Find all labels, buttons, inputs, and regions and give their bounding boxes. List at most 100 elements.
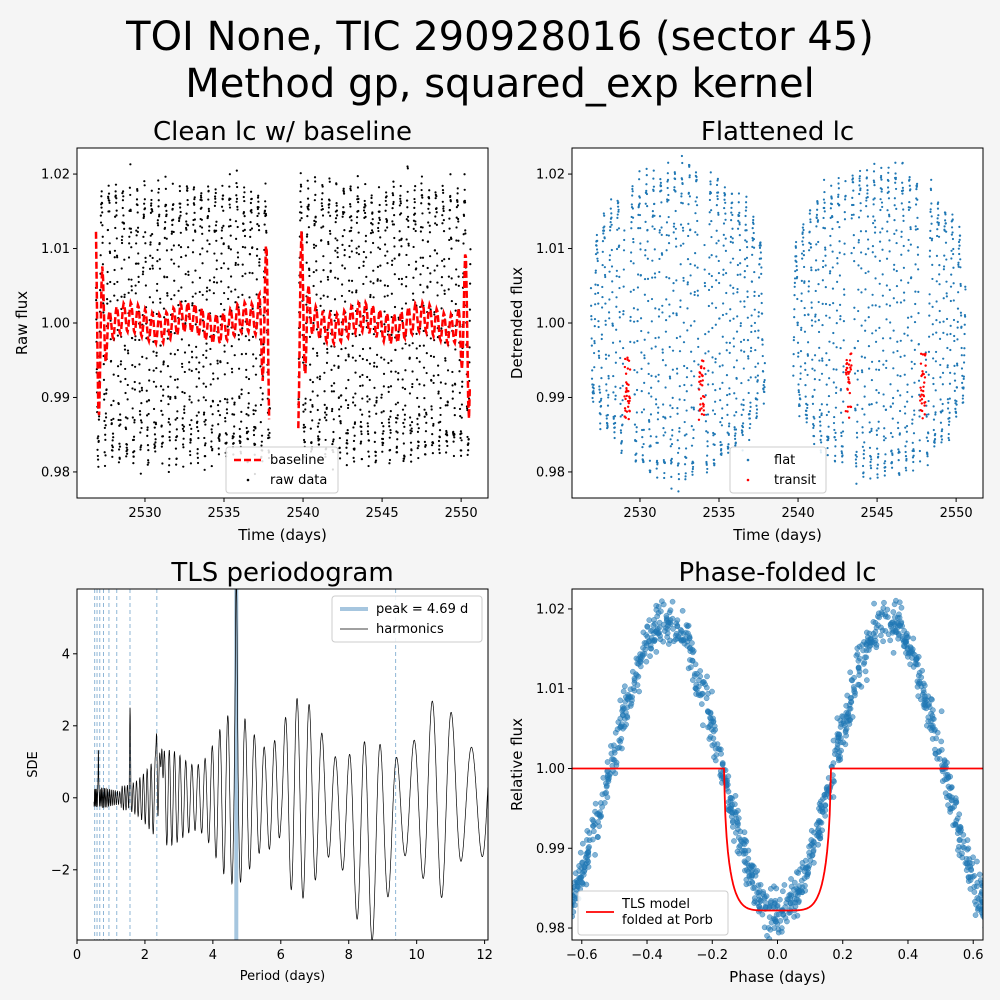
flat-point <box>891 402 895 405</box>
flat-point <box>913 320 917 324</box>
flat-point <box>667 198 670 202</box>
raw-data-point <box>373 365 376 368</box>
raw-data-point <box>304 402 307 405</box>
flat-point <box>716 191 720 194</box>
raw-data-point <box>392 202 395 206</box>
phase-point <box>595 819 601 825</box>
raw-data-point <box>442 218 445 222</box>
flat-point <box>635 388 639 392</box>
flat-point <box>693 264 697 267</box>
raw-data-point <box>225 433 228 436</box>
raw-data-point <box>402 432 405 435</box>
flat-point <box>867 345 871 348</box>
flat-point <box>695 178 698 181</box>
raw-data-point <box>445 440 449 443</box>
flat-point <box>906 400 909 403</box>
flat-point <box>690 444 694 447</box>
raw-data-point <box>347 353 350 356</box>
raw-data-point <box>351 356 355 359</box>
raw-data-point <box>385 219 389 222</box>
raw-data-point <box>149 243 152 246</box>
raw-data-point <box>153 443 156 446</box>
flat-point <box>872 170 876 173</box>
raw-data-point <box>399 194 402 197</box>
raw-data-point <box>313 199 316 202</box>
raw-data-point <box>335 214 339 217</box>
raw-data-point <box>114 194 117 197</box>
y-tick-label: 1.00 <box>41 317 70 332</box>
phase-point <box>862 668 869 675</box>
flat-point <box>618 340 622 343</box>
axes-frame <box>76 588 489 941</box>
flat-point <box>632 320 636 323</box>
flat-point <box>942 357 945 360</box>
flat-point <box>817 283 820 286</box>
raw-data-point <box>374 454 377 457</box>
flat-point <box>759 241 762 244</box>
raw-data-point <box>355 289 358 292</box>
raw-data-point <box>442 191 445 194</box>
raw-data-point <box>312 243 316 246</box>
flat-point <box>822 216 825 220</box>
flat-point <box>729 235 733 238</box>
raw-data-point <box>139 419 143 422</box>
raw-data-point <box>135 234 138 237</box>
flat-point <box>840 434 843 438</box>
flat-point <box>926 464 929 467</box>
raw-data-point <box>457 217 460 221</box>
flat-point <box>749 401 752 404</box>
flat-point <box>801 257 804 260</box>
raw-data-point <box>195 345 198 348</box>
flat-point <box>615 247 619 251</box>
flat-point <box>652 189 655 192</box>
raw-data-point <box>106 282 109 285</box>
flat-point <box>694 231 697 234</box>
flat-point <box>832 421 836 425</box>
flat-point <box>937 221 940 224</box>
flat-point <box>709 191 713 195</box>
flat-point <box>918 393 921 396</box>
flat-point <box>618 275 621 278</box>
phase-point <box>956 852 963 859</box>
flat-point <box>964 288 967 291</box>
flat-point <box>822 178 826 181</box>
flat-point <box>724 272 728 275</box>
flat-point <box>706 467 709 471</box>
flat-point <box>642 428 645 431</box>
raw-data-point <box>201 247 204 250</box>
raw-data-point <box>264 182 267 185</box>
flat-point <box>828 340 831 343</box>
flat-point <box>866 215 870 218</box>
flat-point <box>812 426 815 430</box>
raw-data-point <box>176 386 179 389</box>
flat-point <box>618 316 621 319</box>
flat-point <box>938 321 941 324</box>
raw-data-point <box>123 344 126 347</box>
raw-data-point <box>384 209 387 212</box>
raw-data-point <box>219 302 223 306</box>
flat-point <box>621 423 624 426</box>
phase-point <box>802 882 808 889</box>
raw-data-point <box>233 403 236 406</box>
flat-point <box>802 236 805 239</box>
transit-point <box>919 386 922 389</box>
raw-data-point <box>396 438 399 441</box>
flat-point <box>864 230 868 233</box>
flat-point <box>725 341 728 344</box>
flat-point <box>597 354 601 357</box>
raw-data-point <box>422 329 425 333</box>
raw-data-point <box>151 210 154 213</box>
raw-data-point <box>381 443 384 447</box>
raw-data-point <box>190 427 193 430</box>
flat-point <box>840 450 843 453</box>
raw-data-point <box>342 212 345 216</box>
phase-point <box>679 607 686 614</box>
raw-data-point <box>313 176 317 179</box>
flat-point <box>736 227 740 230</box>
raw-data-point <box>130 278 133 281</box>
flat-point <box>755 412 758 415</box>
flat-point <box>963 354 966 357</box>
flat-point <box>884 460 887 463</box>
flat-point <box>907 208 911 212</box>
raw-data-point <box>458 370 461 373</box>
